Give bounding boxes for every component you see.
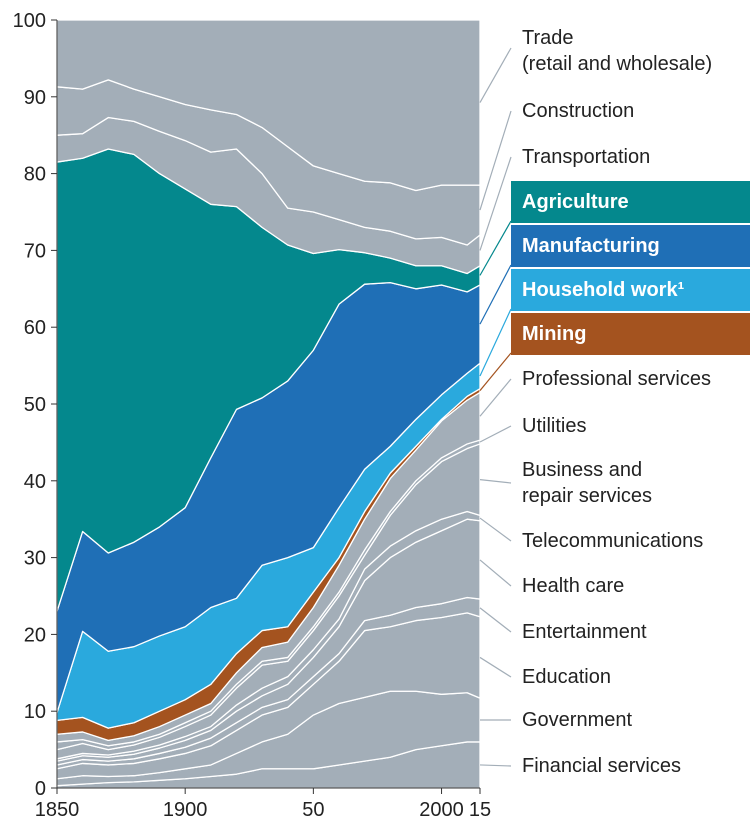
leader-line xyxy=(479,378,512,417)
y-tick-label: 0 xyxy=(35,778,46,800)
leader-line xyxy=(479,220,512,276)
x-tick-label: 1900 xyxy=(163,799,208,821)
y-tick-label: 100 xyxy=(13,10,46,32)
legend-label: Government xyxy=(522,709,633,731)
legend-label: Education xyxy=(522,666,611,688)
legend-label: Financial services xyxy=(522,755,681,777)
y-tick-label: 40 xyxy=(24,471,46,493)
y-tick-label: 20 xyxy=(24,624,46,646)
leader-line xyxy=(479,110,512,211)
legend-label: Telecommunications xyxy=(522,530,704,552)
legend-label: Utilities xyxy=(522,415,587,437)
leader-line xyxy=(479,156,512,251)
leader-line xyxy=(479,607,512,633)
y-tick-label: 30 xyxy=(24,548,46,570)
legend-label: Health care xyxy=(522,575,625,597)
leader-line xyxy=(479,264,512,325)
y-tick-label: 10 xyxy=(24,701,46,723)
leader-line xyxy=(479,308,512,377)
legend-label: Mining xyxy=(511,313,750,355)
legend-label: Business and repair services xyxy=(522,459,653,507)
legend-label: Agriculture xyxy=(511,181,750,223)
x-tick-label: 15 xyxy=(469,799,491,821)
legend-label: Transportation xyxy=(522,146,651,168)
y-tick-label: 90 xyxy=(24,87,46,109)
y-tick-label: 80 xyxy=(24,164,46,186)
legend-label: Trade (retail and wholesale) xyxy=(522,27,713,75)
legend-label: Construction xyxy=(522,100,635,122)
x-tick-label: 1850 xyxy=(35,799,80,821)
leader-line xyxy=(479,425,512,443)
leader-line xyxy=(479,479,512,484)
leader-line xyxy=(479,656,512,678)
area xyxy=(56,19,481,192)
x-tick-label: 2000 xyxy=(419,799,464,821)
y-tick-label: 50 xyxy=(24,394,46,416)
leader-line xyxy=(479,764,512,767)
legend-label: Household work¹ xyxy=(511,269,750,311)
legend-label: Manufacturing xyxy=(511,225,750,267)
leader-line xyxy=(479,559,512,587)
legend-label: Entertainment xyxy=(522,621,647,643)
leader-line xyxy=(479,47,512,103)
legend-label: Professional services xyxy=(522,368,711,390)
y-tick-label: 70 xyxy=(24,240,46,262)
x-tick-label: 50 xyxy=(302,799,324,821)
leader-line xyxy=(479,352,512,391)
y-tick-label: 60 xyxy=(24,317,46,339)
leader-line xyxy=(479,517,512,542)
